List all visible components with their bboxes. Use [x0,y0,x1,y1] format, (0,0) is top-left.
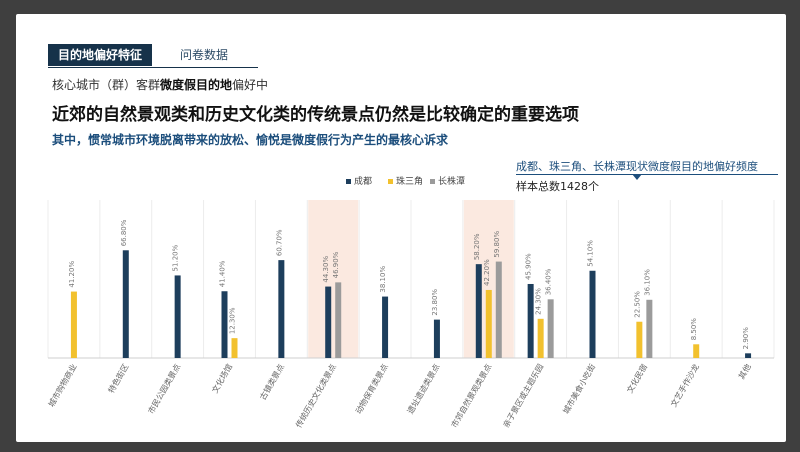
bar [547,299,554,358]
category-label: 动物保育类景点 [353,362,390,415]
bar [646,299,653,358]
data-label: 41.40% [219,260,227,287]
bar [278,260,285,358]
highlight-band [308,200,359,358]
section-tag: 目的地偏好特征 [48,44,153,66]
data-label: 66.80% [120,219,128,246]
bar [231,338,238,358]
data-label: 45.90% [525,253,533,280]
legend-label-1: 珠三角 [396,175,423,187]
data-label: 23.80% [431,289,439,316]
data-label: 36.40% [545,268,553,295]
category-label: 古镇类景点 [257,362,286,402]
bar [537,318,544,358]
bar [122,250,129,358]
sample-size: 样本总数1428个 [516,180,599,193]
data-label: 46.90% [332,251,340,278]
legend-label-2: 长株潭 [438,175,465,187]
category-label: 文化场馆 [210,362,235,395]
legend-label-0: 成都 [354,175,372,187]
bar [745,353,752,358]
data-label: 41.20% [68,261,76,288]
section-tag-secondary: 问卷数据 [180,48,229,62]
category-label: 文化民宿 [624,362,649,395]
chart-note: 成都、珠三角、长株潭现状微度假目的地偏好频度 [516,160,758,173]
bar [174,275,181,358]
bar [221,291,228,358]
data-label: 58.20% [473,233,481,260]
data-label: 36.10% [643,269,651,296]
subtitle-bold: 微度假目的地 [160,78,233,92]
data-label: 24.30% [535,288,543,315]
data-label: 8.50% [690,318,698,341]
tag-underline [48,67,258,68]
category-label: 城市美食小吃街 [561,362,598,415]
category-label: 市民公园类景点 [146,362,183,415]
bar [495,261,502,358]
category-label: 文艺手作沙龙 [668,362,701,409]
category-label: 其他 [736,362,753,381]
category-label: 城市购物商业 [46,362,79,409]
data-label: 59.80% [493,231,501,258]
bar [693,344,700,358]
bar [382,296,389,358]
data-label: 42.20% [483,259,491,286]
data-label: 44.30% [322,256,330,283]
data-label: 51.20% [172,244,180,271]
bar [70,291,77,358]
data-label: 12.30% [229,307,237,334]
data-label: 60.70% [275,229,283,256]
data-label: 38.10% [379,266,387,293]
subtitle: 核心城市（群）客群微度假目的地偏好中 [52,76,268,93]
category-label: 市郊自然景观类景点 [449,362,494,429]
note-underline [516,174,778,175]
slide: 目的地偏好特征 问卷数据 核心城市（群）客群微度假目的地偏好中 近郊的自然景观类… [16,14,786,442]
category-label: 亲子景区或主题乐园 [501,362,546,429]
category-label: 传统历史文化类景点 [293,362,338,429]
data-label: 22.50% [633,291,641,318]
subtitle-prefix: 核心城市（群）客群 [52,78,161,92]
bar [433,319,440,358]
subtitle-suffix: 偏好中 [232,78,269,92]
note-pointer [632,174,642,180]
data-label: 2.90% [742,327,750,350]
bar [335,282,342,358]
data-label: 54.10% [587,240,595,267]
bar [527,283,534,358]
bar [475,264,482,358]
bar [636,321,643,358]
category-label: 特色街区 [106,362,131,395]
bar [325,286,332,358]
kicker: 其中，惯常城市环境脱离带来的放松、愉悦是微度假行为产生的最核心诉求 [52,133,449,147]
headline: 近郊的自然景观类和历史文化类的传统景点仍然是比较确定的重要选项 [52,105,579,125]
bar [485,289,492,358]
category-label: 遗址遗迹类景点 [405,362,442,415]
bar-chart: 成都 珠三角 长株潭 41.20% 城市购物商业 66.80% 特色街区 51.20% 市民公园… [46,175,775,429]
legend-swatch-2 [430,179,435,184]
bar [589,270,596,358]
legend-swatch-1 [388,179,393,184]
legend-swatch-0 [346,179,351,184]
